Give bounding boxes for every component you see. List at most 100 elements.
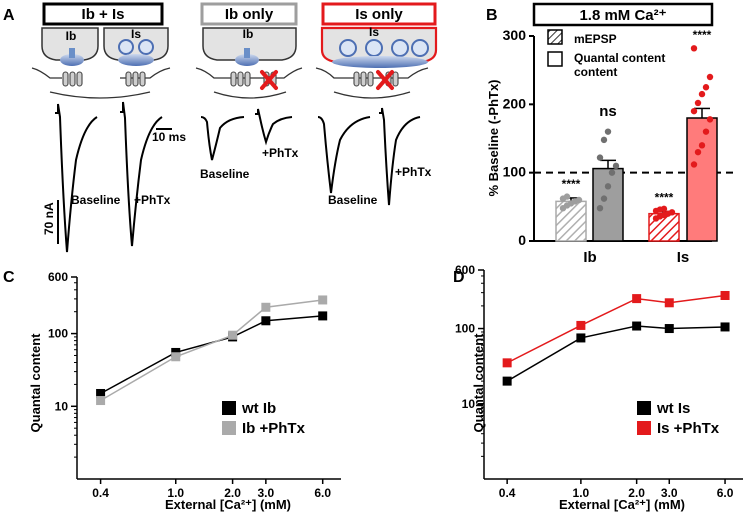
- chart-b-title-box: [532, 2, 714, 27]
- schematic-ib-only: Ib: [195, 27, 303, 99]
- blocked-cross-icon: [260, 70, 278, 90]
- b-point-3-1: [694, 148, 702, 156]
- d-ytick-label-0: 10: [462, 397, 476, 411]
- b-point-1-1: [600, 195, 608, 202]
- terminal-label-is-1: Is: [131, 27, 141, 41]
- b-point-1-4: [612, 162, 620, 170]
- c-legend-label-1: Ib +PhTx: [242, 420, 306, 437]
- scale-label-time: 10 ms: [152, 130, 186, 144]
- panel-c-line-chart: Quantal content External [Ca²⁺] (mM) 10 1…: [28, 270, 341, 512]
- trace-ib-is-phtx: [120, 101, 163, 247]
- scale-label-amp: 70 nA: [42, 202, 56, 235]
- b-point-3-0: [690, 161, 698, 168]
- b-point-1-0: [596, 205, 604, 212]
- b-point-1-6: [600, 136, 608, 144]
- label-baseline-3: Baseline: [328, 193, 378, 207]
- d-point-1-1: [576, 320, 586, 330]
- trace-ib-only-baseline: [200, 116, 245, 161]
- label-phtx-3: +PhTx: [395, 165, 432, 179]
- c-point-1-2: [228, 330, 238, 340]
- b-point-3-9: [706, 73, 714, 81]
- d-xtick-label-0: 0.4: [499, 486, 516, 500]
- b-point-0-6: [563, 193, 571, 200]
- b-point-3-10: [690, 45, 698, 52]
- d-series-line-1: [506, 294, 726, 364]
- chart-c-ylabel: Quantal content: [28, 333, 43, 433]
- schematic-is-only: Is: [315, 25, 438, 99]
- chart-b-ylabel: % Baseline (-PhTx): [486, 79, 501, 196]
- d-legend-label-1: Is +PhTx: [657, 420, 720, 437]
- b-point-3-3: [702, 128, 710, 135]
- d-point-0-1: [576, 333, 586, 343]
- c-ytick-label-1: 100: [48, 327, 68, 341]
- d-point-1-0: [502, 358, 512, 368]
- title-ib-only: Ib only: [225, 6, 274, 23]
- panel-b-bar-chart: 1.8 mM Ca²⁺ mEPSP Quantal content conten…: [486, 2, 738, 266]
- c-legend-label-0: wt Ib: [241, 400, 276, 417]
- title-box-is-only: [321, 2, 437, 26]
- d-series-line-0: [506, 325, 726, 382]
- b-point-3-6: [694, 99, 702, 107]
- b-point-3-8: [702, 84, 710, 91]
- b-point-1-5: [596, 154, 604, 161]
- c-legend-swatch-1: [222, 421, 236, 435]
- b-sig-0: ****: [562, 177, 581, 191]
- terminal-label-is-2: Is: [369, 25, 379, 39]
- d-xtick-label-2: 2.0: [628, 486, 645, 500]
- d-ytick-label-2: 600: [455, 263, 475, 277]
- panel-label-c: C: [3, 269, 15, 286]
- d-xtick-label-3: 3.0: [661, 486, 678, 500]
- d-point-0-4: [720, 322, 730, 332]
- c-ytick-label-0: 10: [55, 399, 69, 413]
- b-sig-1: ns: [599, 103, 617, 120]
- c-point-1-3: [261, 302, 271, 312]
- b-point-3-7: [698, 90, 706, 98]
- c-point-1-0: [96, 396, 106, 406]
- b-point-2-7: [660, 205, 668, 213]
- c-xtick-label-3: 3.0: [258, 486, 275, 500]
- c-point-1-1: [171, 352, 181, 362]
- panel-label-d: D: [453, 269, 465, 286]
- b-group-label-1: Is: [677, 249, 690, 266]
- label-baseline-1: Baseline: [71, 193, 121, 207]
- d-xtick-label-4: 6.0: [717, 486, 734, 500]
- c-point-0-0: [96, 388, 106, 398]
- d-legend-label-0: wt Is: [656, 400, 690, 417]
- chart-b-title: 1.8 mM Ca²⁺: [579, 7, 666, 24]
- b-point-3-4: [706, 116, 714, 123]
- b-bar-3: [686, 117, 718, 242]
- b-ytick-label-1: 100: [503, 164, 527, 180]
- c-point-1-4: [318, 295, 328, 305]
- d-point-1-4: [720, 290, 730, 300]
- label-phtx-2: +PhTx: [262, 146, 299, 160]
- b-group-label-0: Ib: [583, 249, 596, 266]
- legend-label-quantal-line2: content: [574, 65, 617, 79]
- schematic-ib-is: Ib Is: [31, 27, 171, 99]
- d-point-1-2: [632, 294, 642, 304]
- b-ytick-label-2: 200: [503, 95, 527, 111]
- b-bar-1: [592, 167, 624, 242]
- d-point-0-2: [632, 321, 642, 331]
- c-legend-swatch-0: [222, 401, 236, 415]
- c-point-0-4: [318, 311, 328, 321]
- title-ib-is: Ib + Is: [82, 6, 125, 23]
- b-point-3-5: [690, 107, 698, 115]
- b-point-1-3: [608, 169, 616, 176]
- c-series-line-1: [100, 299, 323, 402]
- chart-c-xlabel: External [Ca²⁺] (mM): [165, 497, 291, 512]
- title-is-only: Is only: [355, 6, 403, 23]
- c-xtick-label-0: 0.4: [92, 486, 109, 500]
- b-point-0-4: [575, 196, 583, 204]
- c-xtick-label-4: 6.0: [314, 486, 331, 500]
- b-point-1-2: [604, 183, 612, 190]
- panel-label-a: A: [3, 7, 15, 24]
- legend-swatch-mepsp: [547, 29, 563, 45]
- label-baseline-2: Baseline: [200, 167, 250, 181]
- b-point-2-4: [668, 209, 676, 216]
- d-xtick-label-1: 1.0: [573, 486, 590, 500]
- d-ytick-label-1: 100: [455, 322, 475, 336]
- terminal-label-ib-2: Ib: [243, 27, 254, 41]
- title-box-ib-only: [200, 2, 298, 26]
- blocked-cross-icon-2: [376, 70, 394, 90]
